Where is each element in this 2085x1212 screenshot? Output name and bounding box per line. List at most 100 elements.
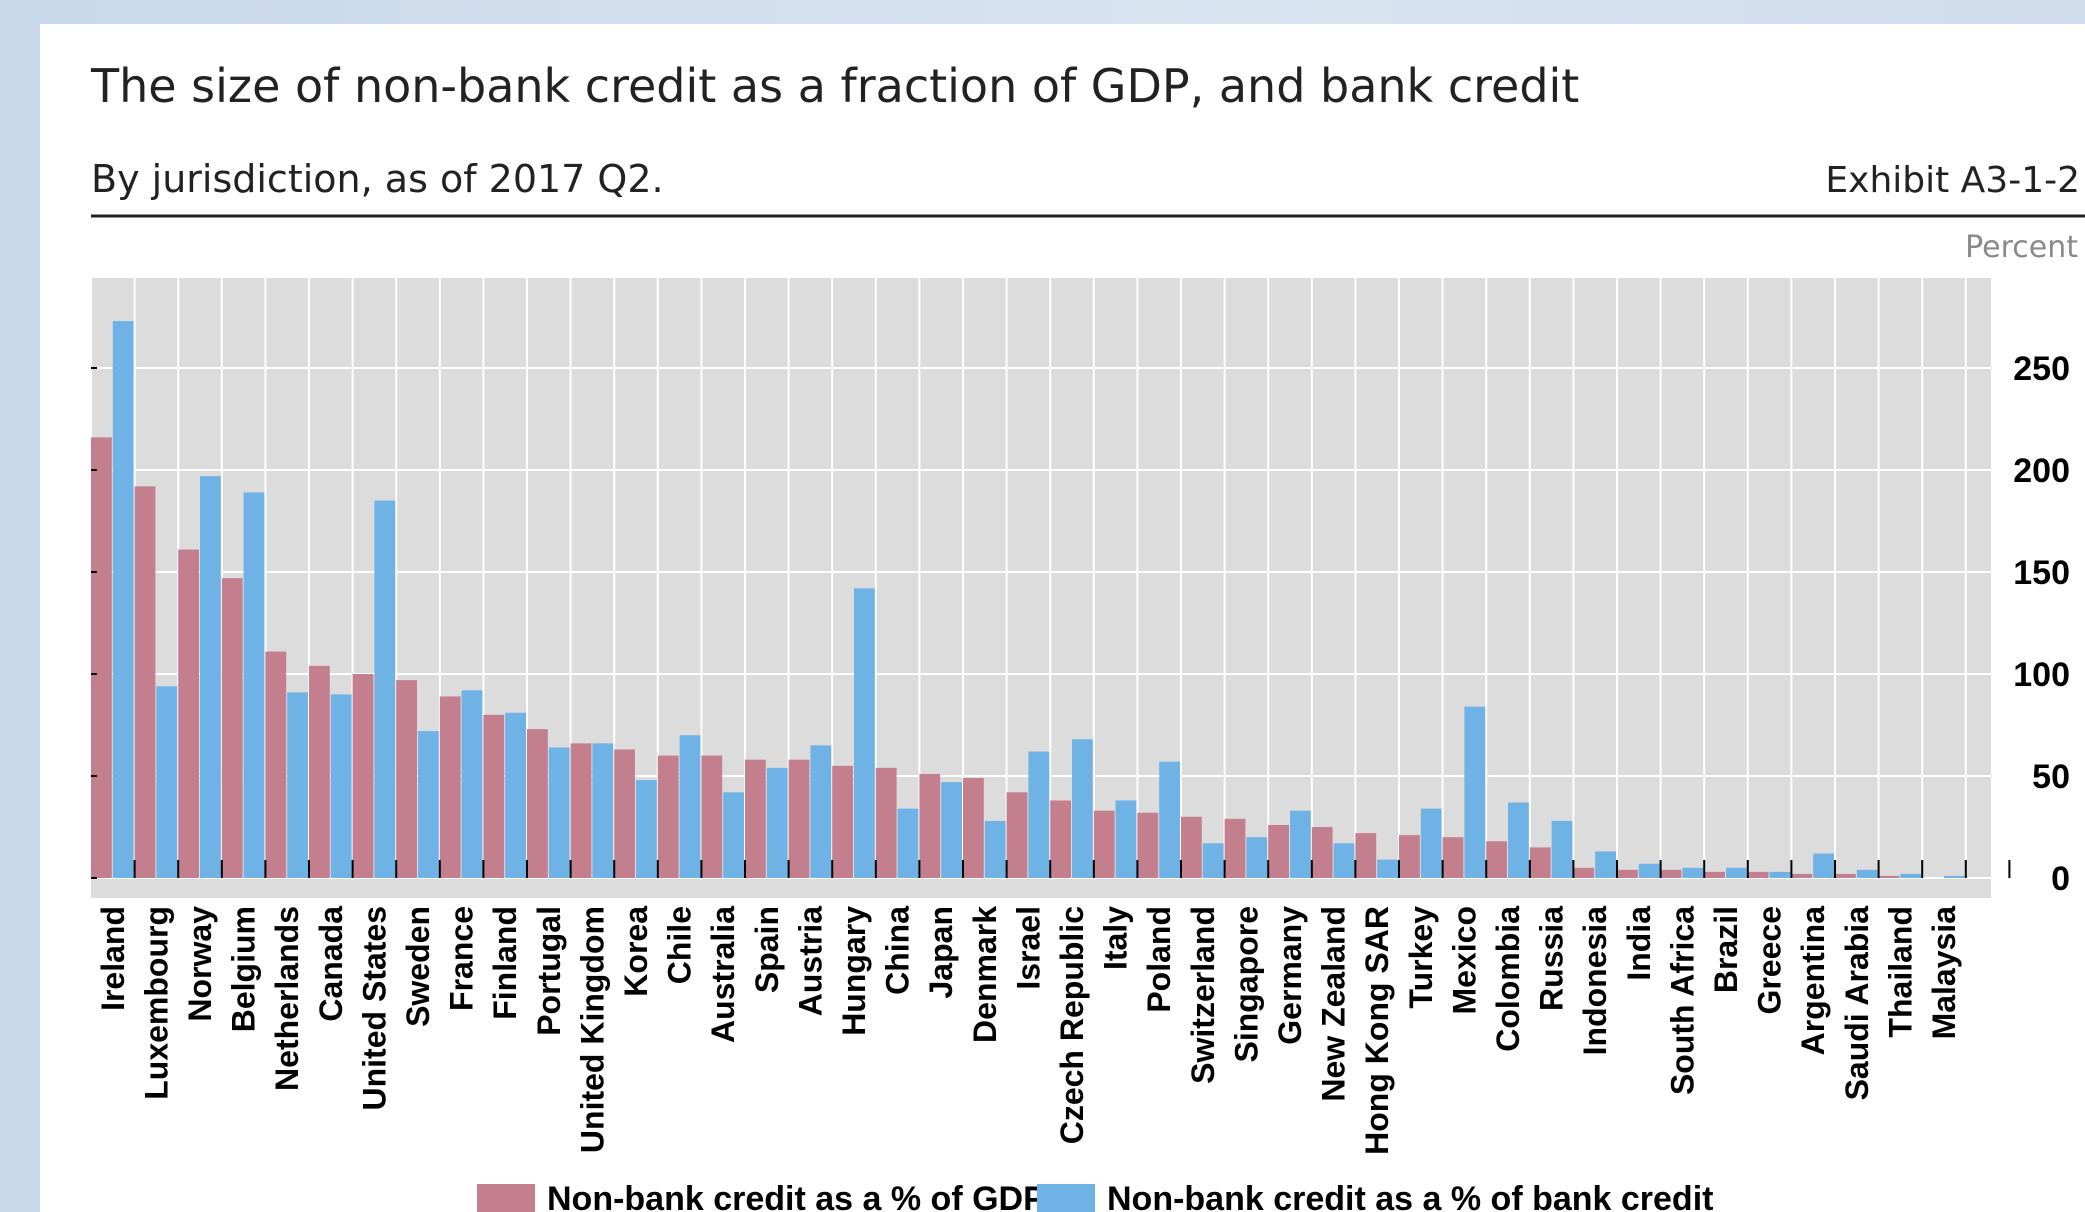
bar-gdp-russia <box>1529 847 1551 878</box>
unit-label: Percent <box>1965 230 2078 265</box>
x-tick-label: Luxembourg <box>138 906 174 1100</box>
x-tick-label: Argentina <box>1795 906 1831 1056</box>
bar-gdp-netherlands <box>265 651 287 878</box>
x-tick-label: Indonesia <box>1577 906 1613 1056</box>
bar-bank-south-africa <box>1682 867 1704 878</box>
exhibit-label: Exhibit A3-1-2 <box>1825 160 2080 201</box>
y-tick-label: 250 <box>2013 350 2070 388</box>
bar-bank-austria <box>810 745 832 878</box>
bar-gdp-denmark <box>963 778 984 878</box>
bar-bank-mexico <box>1464 706 1486 878</box>
x-tick-label: United States <box>356 906 392 1110</box>
chart-title: The size of non-bank credit as a fractio… <box>90 59 1579 113</box>
bar-bank-japan <box>941 782 962 878</box>
x-tick-label: Sweden <box>400 906 436 1027</box>
bar-bank-greece <box>1769 871 1791 878</box>
bar-gdp-singapore <box>1224 818 1246 878</box>
x-tick-label: Belgium <box>226 906 262 1032</box>
legend-label-gdp: Non-bank credit as a % of GDP <box>547 1180 1046 1212</box>
chart-subtitle: By jurisdiction, as of 2017 Q2. <box>91 157 664 201</box>
bar-gdp-saudi-arabia <box>1835 873 1856 878</box>
x-tick-label: New Zealand <box>1316 906 1352 1102</box>
bar-bank-norway <box>200 476 221 878</box>
bar-bank-australia <box>723 792 744 878</box>
x-tick-label: Czech Republic <box>1054 906 1090 1144</box>
bar-gdp-norway <box>178 549 199 878</box>
bar-bank-brazil <box>1726 867 1747 878</box>
bar-gdp-mexico <box>1442 837 1464 878</box>
bar-gdp-korea <box>614 749 635 878</box>
bar-gdp-united-kingdom <box>570 743 592 878</box>
bar-gdp-new-zealand <box>1311 827 1333 878</box>
bar-bank-poland <box>1159 761 1180 878</box>
bar-gdp-china <box>875 767 897 878</box>
bar-bank-new-zealand <box>1333 843 1355 878</box>
bar-gdp-austria <box>788 759 810 878</box>
bar-gdp-hong-kong-sar <box>1355 833 1377 878</box>
bar-bank-china <box>897 808 919 878</box>
bar-bank-saudi-arabia <box>1856 869 1878 878</box>
bar-gdp-germany <box>1268 824 1289 878</box>
x-tick-label: Israel <box>1010 906 1046 990</box>
bar-bank-portugal <box>548 747 570 878</box>
bar-bank-sweden <box>418 731 439 878</box>
bar-bank-luxembourg <box>156 686 178 878</box>
x-tick-label: Chile <box>662 906 698 984</box>
chart-panel: The size of non-bank credit as a fractio… <box>40 24 2085 1212</box>
bar-bank-colombia <box>1508 802 1529 878</box>
bar-bank-canada <box>330 694 352 878</box>
bar-gdp-argentina <box>1791 873 1813 878</box>
bar-gdp-turkey <box>1399 835 1420 878</box>
bar-bank-malaysia <box>1944 875 1965 878</box>
x-tick-label: Germany <box>1272 906 1308 1045</box>
x-tick-label: Australia <box>705 906 741 1043</box>
bar-gdp-switzerland <box>1181 816 1202 878</box>
y-tick-label: 100 <box>2013 656 2070 694</box>
bar-gdp-belgium <box>221 578 243 878</box>
x-tick-label: Norway <box>182 906 218 1022</box>
bar-gdp-france <box>439 696 461 878</box>
bars <box>91 321 1965 879</box>
x-tick-label: Turkey <box>1403 906 1439 1009</box>
bar-bank-israel <box>1028 751 1050 878</box>
bar-gdp-india <box>1617 869 1638 878</box>
bar-bank-finland <box>505 712 526 878</box>
chart: The size of non-bank credit as a fractio… <box>90 59 2085 1212</box>
x-tick-label: Italy <box>1098 906 1134 970</box>
x-tick-label: France <box>444 906 480 1011</box>
legend-swatch-bank <box>1037 1184 1095 1212</box>
x-tick-label: South Africa <box>1664 906 1700 1095</box>
bar-gdp-united-states <box>352 674 374 878</box>
bar-gdp-sweden <box>396 680 417 878</box>
bar-bank-indonesia <box>1595 851 1616 878</box>
bar-gdp-portugal <box>527 729 548 878</box>
bar-bank-argentina <box>1813 853 1834 878</box>
x-tick-label: Ireland <box>95 906 131 1011</box>
x-tick-label: United Kingdom <box>574 906 610 1153</box>
bar-bank-india <box>1638 863 1660 878</box>
x-tick-label: Japan <box>923 906 959 998</box>
x-tick-label: China <box>880 906 916 995</box>
x-tick-label: Switzerland <box>1185 906 1221 1084</box>
x-tick-label: Brazil <box>1708 906 1744 993</box>
x-tick-labels: Ireland Luxembourg Norway Belgium Netherland… <box>95 906 1962 1155</box>
legend-swatch-gdp <box>477 1184 535 1212</box>
bar-gdp-italy <box>1093 810 1115 878</box>
bar-gdp-canada <box>309 665 330 878</box>
x-tick-label: Malaysia <box>1926 906 1962 1040</box>
x-tick-label: Greece <box>1752 906 1788 1015</box>
axis: 0 50 100 150 200 250 <box>91 350 2070 898</box>
bar-bank-switzerland <box>1202 843 1224 878</box>
bar-gdp-spain <box>745 759 766 878</box>
y-tick-label: 50 <box>2032 758 2070 796</box>
x-tick-label: Thailand <box>1882 906 1918 1038</box>
bar-gdp-japan <box>919 773 941 878</box>
x-tick-label: Mexico <box>1446 906 1482 1014</box>
bar-gdp-israel <box>1006 792 1028 878</box>
x-tick-label: Hong Kong SAR <box>1359 906 1395 1155</box>
x-tick-label: Austria <box>792 906 828 1016</box>
bar-bank-thailand <box>1900 873 1922 878</box>
bar-gdp-ireland <box>91 437 112 878</box>
bar-gdp-south-africa <box>1660 869 1682 878</box>
x-tick-label: Hungary <box>836 906 872 1036</box>
